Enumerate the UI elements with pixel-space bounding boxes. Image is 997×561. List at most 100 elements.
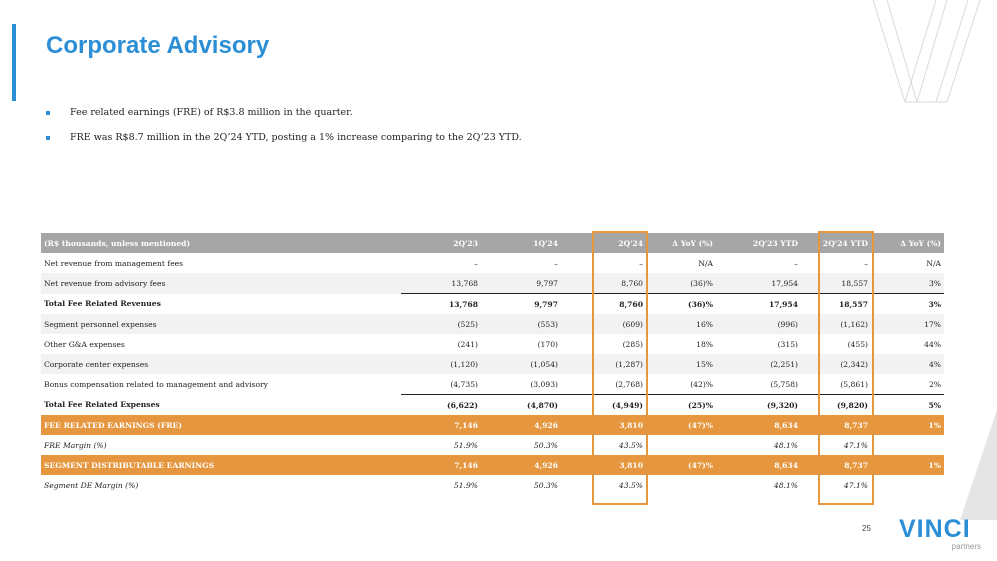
table-cell: 7,146 — [401, 455, 481, 475]
row-label: SEGMENT DISTRIBUTABLE EARNINGS — [41, 455, 401, 475]
table-cell: (2,342) — [801, 354, 871, 374]
table-cell: 4% — [871, 354, 944, 374]
table-cell: (4,735) — [401, 374, 481, 395]
table-cell: 48.1% — [716, 435, 801, 455]
table-cell: (553) — [481, 314, 561, 334]
table-cell: (170) — [481, 334, 561, 354]
table-cell: (42)% — [646, 374, 716, 395]
table-cell: 2% — [871, 374, 944, 395]
table-cell: (2,768) — [561, 374, 646, 395]
table-cell: 5% — [871, 394, 944, 415]
table-cell: 18,557 — [801, 273, 871, 294]
table-cell: 9,797 — [481, 273, 561, 294]
title-accent-bar — [12, 24, 16, 101]
row-label: FRE Margin (%) — [41, 435, 401, 455]
table-cell: 15% — [646, 354, 716, 374]
table-cell: 8,737 — [801, 455, 871, 475]
table-cell: N/A — [871, 253, 944, 273]
table-cell: (6,622) — [401, 394, 481, 415]
table-cell: (9,820) — [801, 394, 871, 415]
table-row: Net revenue from advisory fees 13,768 9,… — [41, 273, 944, 294]
table-cell: 50.3% — [481, 475, 561, 495]
table-row: Net revenue from management fees – – – N… — [41, 253, 944, 273]
table-cell: 17% — [871, 314, 944, 334]
table-cell: – — [481, 253, 561, 273]
table-cell: 17,954 — [716, 273, 801, 294]
row-label: Total Fee Related Revenues — [41, 293, 401, 314]
table-cell: 3,810 — [561, 415, 646, 435]
table-cell: 4,926 — [481, 415, 561, 435]
bullet-text: FRE was R$8.7 million in the 2Q’24 YTD, … — [70, 132, 522, 143]
table-cell: (9,320) — [716, 394, 801, 415]
table-row-total: Total Fee Related Revenues 13,768 9,797 … — [41, 293, 944, 314]
table-cell: 47.1% — [801, 475, 871, 495]
table-cell: 44% — [871, 334, 944, 354]
logo-wordmark: VINCI — [899, 515, 971, 543]
table-cell: – — [716, 253, 801, 273]
column-header: Δ YoY (%) — [871, 233, 944, 253]
table-cell: (47)% — [646, 415, 716, 435]
table-cell: 47.1% — [801, 435, 871, 455]
row-label: FEE RELATED EARNINGS (FRE) — [41, 415, 401, 435]
table-cell: – — [401, 253, 481, 273]
table-cell: 43.5% — [561, 475, 646, 495]
page-title: Corporate Advisory — [46, 32, 270, 59]
column-header: (R$ thousands, unless mentioned) — [41, 233, 401, 253]
table-cell: 48.1% — [716, 475, 801, 495]
table-cell: 18% — [646, 334, 716, 354]
bullet-item: Fee related earnings (FRE) of R$3.8 mill… — [46, 106, 522, 131]
table-cell: – — [801, 253, 871, 273]
table-cell: 3% — [871, 293, 944, 314]
row-label: Net revenue from management fees — [41, 253, 401, 273]
row-label: Total Fee Related Expenses — [41, 394, 401, 415]
page-number: 25 — [862, 524, 871, 533]
table-cell: – — [561, 253, 646, 273]
table-cell: 8,760 — [561, 273, 646, 294]
table-cell: 3% — [871, 273, 944, 294]
table-cell: 4,926 — [481, 455, 561, 475]
table-cell: 17,954 — [716, 293, 801, 314]
table-cell: (1,287) — [561, 354, 646, 374]
table-cell: 1% — [871, 455, 944, 475]
table-cell: 7,146 — [401, 415, 481, 435]
table-cell: 18,557 — [801, 293, 871, 314]
table-cell: (5,861) — [801, 374, 871, 395]
table-cell — [871, 435, 944, 455]
table-cell: 8,634 — [716, 415, 801, 435]
table-cell: 43.5% — [561, 435, 646, 455]
column-header: 2Q'23 YTD — [716, 233, 801, 253]
table-cell: (47)% — [646, 455, 716, 475]
column-header: 2Q'24 — [561, 233, 646, 253]
table-row-fre: FEE RELATED EARNINGS (FRE) 7,146 4,926 3… — [41, 415, 944, 435]
bullet-item: FRE was R$8.7 million in the 2Q’24 YTD, … — [46, 131, 522, 156]
table-cell: (36)% — [646, 273, 716, 294]
table-cell: 1% — [871, 415, 944, 435]
table-cell: N/A — [646, 253, 716, 273]
table-cell: 9,797 — [481, 293, 561, 314]
column-header: 2Q'24 YTD — [801, 233, 871, 253]
row-label: Net revenue from advisory fees — [41, 273, 401, 294]
table-cell: 3,810 — [561, 455, 646, 475]
table-cell: (525) — [401, 314, 481, 334]
table-cell: 50.3% — [481, 435, 561, 455]
table-cell: 8,737 — [801, 415, 871, 435]
table-row: Segment personnel expenses (525) (553) (… — [41, 314, 944, 334]
table-cell: 8,760 — [561, 293, 646, 314]
bullet-marker — [46, 136, 50, 140]
table-cell: (25)% — [646, 394, 716, 415]
table-row: Corporate center expenses (1,120) (1,054… — [41, 354, 944, 374]
column-header: 1Q'24 — [481, 233, 561, 253]
table-cell: (1,054) — [481, 354, 561, 374]
table-header-row: (R$ thousands, unless mentioned) 2Q'23 1… — [41, 233, 944, 253]
logo-subtitle: partners — [951, 542, 981, 551]
table-cell: 51.9% — [401, 475, 481, 495]
table-cell — [646, 435, 716, 455]
table-cell: 51.9% — [401, 435, 481, 455]
table-cell: (5,758) — [716, 374, 801, 395]
row-label: Corporate center expenses — [41, 354, 401, 374]
table-cell: (996) — [716, 314, 801, 334]
table-cell — [871, 475, 944, 495]
table-cell: (315) — [716, 334, 801, 354]
table-cell: (4,949) — [561, 394, 646, 415]
row-label: Other G&A expenses — [41, 334, 401, 354]
